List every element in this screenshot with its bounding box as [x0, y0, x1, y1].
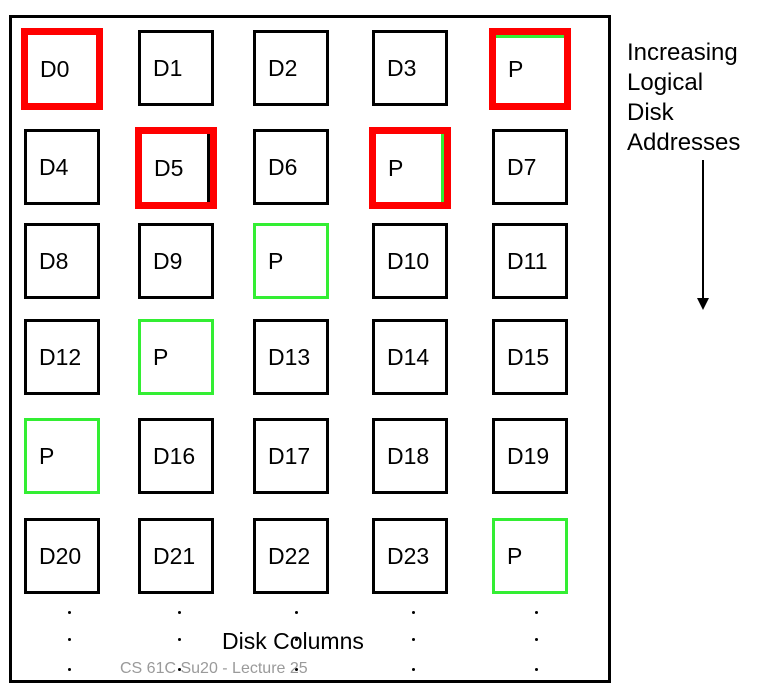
block-label: D15 — [507, 343, 550, 370]
block-label: D1 — [153, 54, 183, 81]
data-block-d21: D21 — [138, 518, 214, 594]
parity-block: P — [138, 319, 214, 395]
data-block-d5: D5 — [135, 127, 217, 209]
block-label: D9 — [153, 247, 183, 274]
block-label: D13 — [268, 343, 311, 370]
data-block-d12: D12 — [24, 319, 100, 395]
parity-block: P — [369, 127, 451, 209]
block-label: P — [268, 247, 284, 274]
data-block-d2: D2 — [253, 30, 329, 106]
ellipsis-dot — [412, 668, 415, 671]
block-label: D6 — [268, 153, 298, 180]
ellipsis-dot — [295, 611, 298, 614]
block-label: D12 — [39, 343, 82, 370]
block-label: P — [507, 542, 523, 569]
ellipsis-dot — [535, 638, 538, 641]
data-block-d4: D4 — [24, 129, 100, 205]
block-label: D21 — [153, 542, 196, 569]
block-label: D4 — [39, 153, 69, 180]
side-label-line: Increasing — [627, 39, 738, 66]
block-label: P — [508, 55, 524, 82]
disk-columns-label: Disk Columns — [222, 628, 364, 654]
ellipsis-dot — [535, 611, 538, 614]
parity-block: P — [24, 418, 100, 494]
data-block-d17: D17 — [253, 418, 329, 494]
data-block-d18: D18 — [372, 418, 448, 494]
data-block-d16: D16 — [138, 418, 214, 494]
data-block-d14: D14 — [372, 319, 448, 395]
side-label-line: Disk — [627, 99, 674, 126]
block-label: D5 — [154, 154, 184, 181]
parity-block: P — [492, 518, 568, 594]
block-label: D2 — [268, 54, 298, 81]
parity-edge — [441, 134, 444, 202]
data-block-d13: D13 — [253, 319, 329, 395]
block-label: P — [39, 442, 55, 469]
block-label: D0 — [40, 55, 70, 82]
block-label: D10 — [387, 247, 430, 274]
data-block-d0: D0 — [21, 28, 103, 110]
block-label: D14 — [387, 343, 430, 370]
ellipsis-dot — [295, 668, 298, 671]
down-arrow-shaft — [702, 160, 704, 300]
data-block-d22: D22 — [253, 518, 329, 594]
ellipsis-dot — [68, 668, 71, 671]
data-block-d1: D1 — [138, 30, 214, 106]
parity-block: P — [489, 28, 571, 110]
disk-array-frame — [9, 15, 611, 683]
data-block-d11: D11 — [492, 223, 568, 299]
data-block-d15: D15 — [492, 319, 568, 395]
increasing-addresses-label: Increasing Logical Disk Addresses — [627, 38, 740, 158]
data-block-d3: D3 — [372, 30, 448, 106]
ellipsis-dot — [68, 638, 71, 641]
data-block-d6: D6 — [253, 129, 329, 205]
ellipsis-dot — [178, 611, 181, 614]
ellipsis-dot — [178, 638, 181, 641]
ellipsis-dot — [178, 668, 181, 671]
block-label: P — [153, 343, 169, 370]
data-block-d23: D23 — [372, 518, 448, 594]
ellipsis-dot — [295, 638, 298, 641]
block-label: D3 — [387, 54, 417, 81]
ellipsis-dot — [68, 611, 71, 614]
ellipsis-dot — [412, 638, 415, 641]
block-label: D20 — [39, 542, 82, 569]
down-arrow-icon — [697, 298, 709, 310]
block-label: D11 — [507, 247, 548, 274]
lecture-footer: CS 61C Su20 - Lecture 25 — [120, 660, 308, 677]
block-label: D7 — [507, 153, 537, 180]
data-block-d10: D10 — [372, 223, 448, 299]
data-block-d9: D9 — [138, 223, 214, 299]
block-label: P — [388, 154, 404, 181]
data-block-d20: D20 — [24, 518, 100, 594]
data-block-d19: D19 — [492, 418, 568, 494]
block-label: D16 — [153, 442, 196, 469]
side-label-line: Logical — [627, 69, 704, 96]
parity-block: P — [253, 223, 329, 299]
block-label: D8 — [39, 247, 69, 274]
ellipsis-dot — [535, 668, 538, 671]
block-label: D17 — [268, 442, 311, 469]
block-label: D22 — [268, 542, 311, 569]
side-label-line: Addresses — [627, 129, 741, 156]
block-label: D18 — [387, 442, 430, 469]
block-label: D23 — [387, 542, 430, 569]
block-edge — [207, 134, 210, 202]
data-block-d7: D7 — [492, 129, 568, 205]
parity-edge — [496, 35, 564, 38]
ellipsis-dot — [412, 611, 415, 614]
block-label: D19 — [507, 442, 550, 469]
data-block-d8: D8 — [24, 223, 100, 299]
